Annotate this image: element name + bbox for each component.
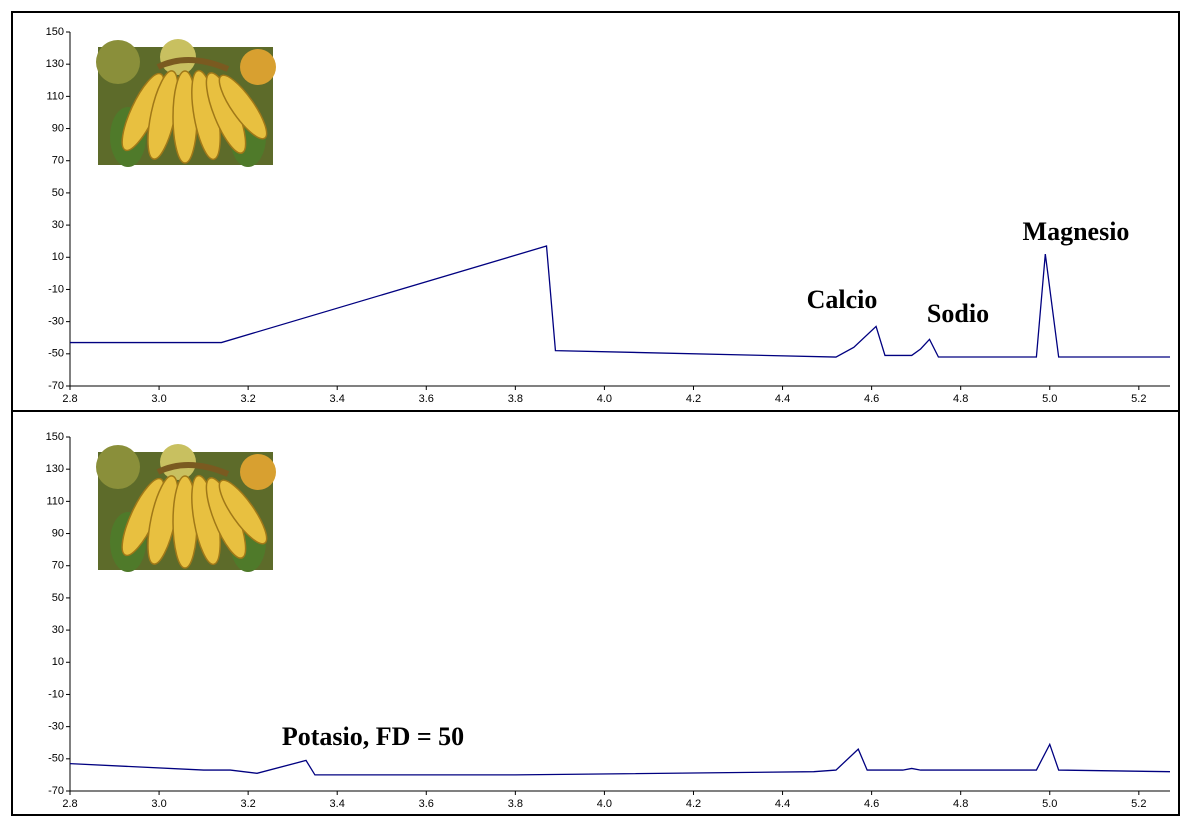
y-tick-label: 10 <box>52 656 64 668</box>
page: -70 -50 -30 -10 10 30 50 70 90 110 130 150 2.8 3.0 3.2… <box>0 0 1180 816</box>
y-tick-label: 110 <box>46 90 64 102</box>
x-tick-label: 4.4 <box>775 798 790 810</box>
data-line <box>70 246 1170 357</box>
y-tick-label: 70 <box>52 560 64 572</box>
y-tick-label: -30 <box>48 316 64 328</box>
x-tick-label: 2.8 <box>62 393 77 405</box>
x-tick-label: 4.6 <box>864 798 879 810</box>
x-tick-label: 2.8 <box>62 798 77 810</box>
y-tick-label: -70 <box>48 380 64 392</box>
y-tick-label: 90 <box>52 122 64 134</box>
x-tick-label: 3.4 <box>330 393 345 405</box>
x-tick-label: 4.4 <box>775 393 790 405</box>
banana-photo <box>96 39 276 167</box>
peak-annotation: Sodio <box>927 299 989 328</box>
y-tick-label: -70 <box>48 785 64 797</box>
x-tick-label: 4.8 <box>953 393 968 405</box>
y-tick-label: 130 <box>46 463 64 475</box>
y-tick-label: -30 <box>48 721 64 733</box>
x-tick-label: 3.6 <box>419 393 434 405</box>
y-tick-label: 30 <box>52 624 64 636</box>
y-tick-label: 90 <box>52 527 64 539</box>
x-tick-label: 4.8 <box>953 798 968 810</box>
y-tick-label: 30 <box>52 219 64 231</box>
y-tick-label: -50 <box>48 348 64 360</box>
x-tick-label: 3.0 <box>151 393 166 405</box>
x-tick-label: 5.0 <box>1042 798 1057 810</box>
x-tick-label: 4.0 <box>597 798 612 810</box>
y-tick-label: -10 <box>48 688 64 700</box>
y-tick-label: 50 <box>52 592 64 604</box>
x-tick-label: 3.2 <box>240 798 255 810</box>
y-tick-label: 110 <box>46 495 64 507</box>
x-tick-label: 5.2 <box>1131 798 1146 810</box>
y-tick-label: -50 <box>48 753 64 765</box>
x-tick-label: 4.2 <box>686 393 701 405</box>
y-tick-label: 150 <box>46 26 64 38</box>
x-tick-label: 3.8 <box>508 798 523 810</box>
x-tick-label: 4.6 <box>864 393 879 405</box>
x-tick-label: 3.0 <box>151 798 166 810</box>
y-tick-label: -10 <box>48 283 64 295</box>
x-tick-label: 5.0 <box>1042 393 1057 405</box>
y-tick-label: 50 <box>52 187 64 199</box>
x-tick-label: 5.2 <box>1131 393 1146 405</box>
peak-annotation: Calcio <box>807 285 878 314</box>
y-tick-label: 150 <box>46 431 64 443</box>
x-tick-label: 3.2 <box>240 393 255 405</box>
x-tick-label: 3.8 <box>508 393 523 405</box>
y-tick-label: 10 <box>52 251 64 263</box>
y-tick-label: 130 <box>46 58 64 70</box>
y-tick-label: 70 <box>52 155 64 167</box>
x-tick-label: 4.2 <box>686 798 701 810</box>
banana-photo <box>96 444 276 572</box>
peak-annotation: Potasio, FD = 50 <box>282 722 464 751</box>
peak-annotation: Magnesio <box>1023 217 1130 246</box>
data-line <box>70 744 1170 775</box>
x-tick-label: 3.4 <box>330 798 345 810</box>
x-tick-label: 4.0 <box>597 393 612 405</box>
x-tick-label: 3.6 <box>419 798 434 810</box>
